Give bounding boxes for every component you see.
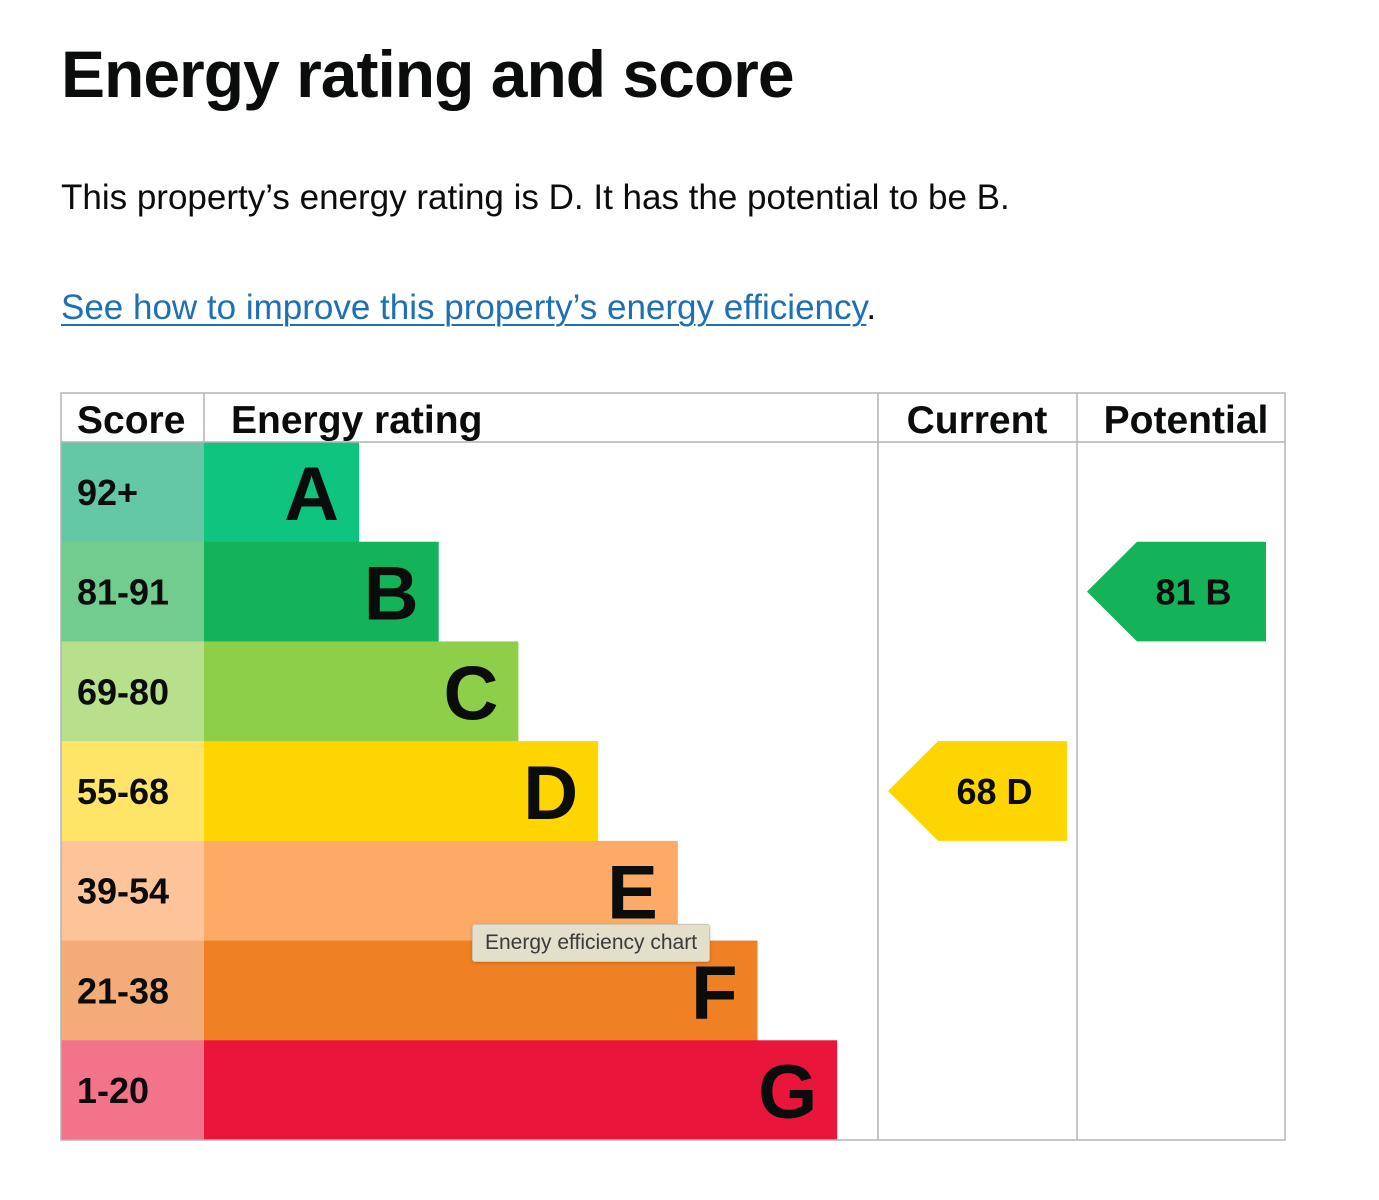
- score-cell-G: [61, 1040, 204, 1141]
- rating-letter-G: G: [758, 1050, 817, 1135]
- rating-bar-B: [204, 541, 439, 642]
- page-title: Energy rating and score: [61, 37, 795, 111]
- rating-bar-C: [204, 641, 519, 742]
- score-cell-F: [61, 940, 204, 1041]
- rating-letter-C: C: [444, 651, 499, 736]
- chart-border: [60, 392, 1286, 1141]
- score-label-C: 69-80: [77, 671, 169, 712]
- potential-rating-arrow: [1087, 541, 1266, 642]
- chart-tooltip: Energy efficiency chart: [472, 924, 711, 962]
- rating-letter-D: D: [523, 751, 578, 836]
- score-label-G: 1-20: [77, 1070, 149, 1111]
- improve-efficiency-link[interactable]: See how to improve this property’s energ…: [61, 288, 867, 327]
- score-cell-D: [61, 741, 204, 842]
- header-potential: Potential: [1104, 399, 1269, 442]
- score-label-D: 55-68: [77, 771, 169, 812]
- rating-summary: This property’s energy rating is D. It h…: [61, 178, 1010, 217]
- current-rating-arrow: [888, 741, 1067, 841]
- rating-bar-D: [204, 741, 599, 842]
- current-rating-label: 68 D: [956, 771, 1032, 812]
- score-label-E: 39-54: [77, 871, 169, 912]
- score-label-F: 21-38: [77, 970, 169, 1011]
- rating-letter-B: B: [364, 552, 419, 637]
- header-score: Score: [77, 399, 185, 442]
- score-label-B: 81-91: [77, 572, 169, 613]
- improve-paragraph: See how to improve this property’s energ…: [61, 288, 876, 328]
- rating-bar-G: [204, 1040, 838, 1141]
- score-cell-E: [61, 840, 204, 942]
- rating-letter-E: E: [607, 851, 658, 936]
- rating-bar-A: [204, 442, 359, 543]
- rating-letter-A: A: [284, 452, 339, 537]
- header-energy-rating: Energy rating: [231, 399, 482, 442]
- score-cell-B: [61, 541, 204, 642]
- score-cell-A: [61, 442, 204, 543]
- rating-letter-F: F: [691, 950, 737, 1035]
- link-suffix: .: [866, 288, 877, 327]
- score-label-A: 92+: [77, 472, 138, 513]
- header-current: Current: [907, 399, 1048, 442]
- potential-rating-label: 81 B: [1155, 572, 1231, 613]
- score-cell-C: [61, 641, 204, 742]
